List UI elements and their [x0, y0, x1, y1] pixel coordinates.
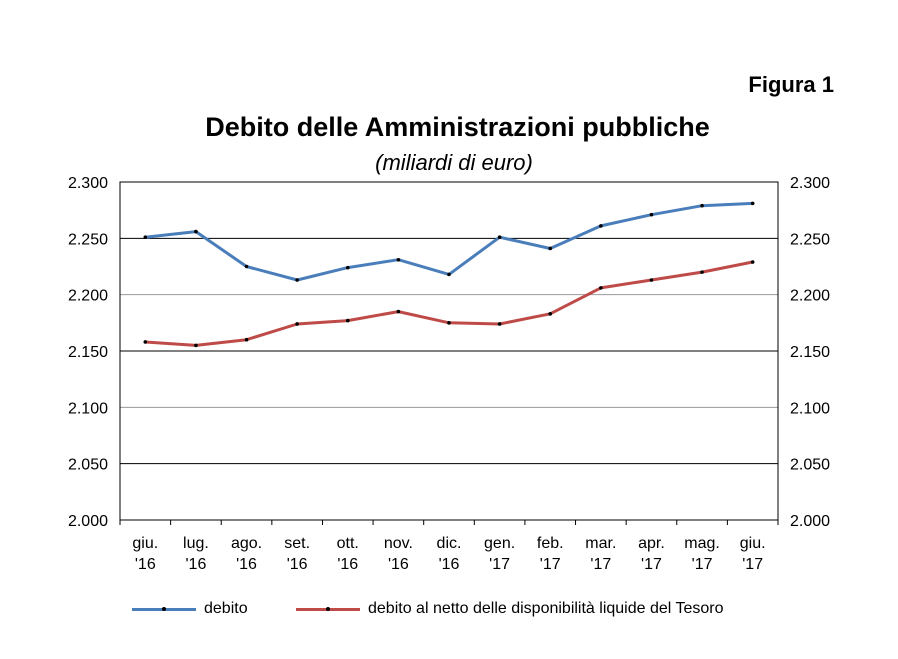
series-0-point-12 — [750, 201, 755, 206]
y-tick-right-2.300: 2.300 — [790, 175, 830, 192]
y-tick-left-2.050: 2.050 — [68, 457, 108, 474]
series-0-point-1 — [194, 229, 198, 234]
legend-marker-debito-netto — [326, 607, 330, 611]
y-tick-left-2.200: 2.200 — [68, 288, 108, 305]
figure-label: Figura 1 — [748, 72, 834, 97]
x-label-year: '16 — [388, 556, 409, 573]
series-0-point-9 — [599, 224, 603, 228]
legend-item-debito: debito — [132, 600, 248, 618]
x-label-6: dic. '16 — [437, 535, 462, 573]
x-label-month: mar. — [585, 535, 616, 552]
series-0-point-6 — [447, 272, 451, 277]
x-label-year: '17 — [489, 556, 510, 573]
series-0-point-5 — [396, 257, 401, 262]
y-tick-left-2.000: 2.000 — [68, 513, 108, 530]
x-label-month: set. — [284, 535, 310, 552]
series-0-point-2 — [244, 264, 249, 269]
series-1-point-3 — [295, 322, 299, 326]
x-label-month: nov. — [384, 535, 413, 552]
x-label-year: '16 — [287, 556, 308, 573]
legend-swatch-debito-netto — [296, 602, 360, 616]
x-label-1: lug. '16 — [183, 535, 209, 573]
x-label-8: feb. '17 — [537, 535, 564, 573]
x-label-year: '17 — [742, 556, 763, 573]
x-label-7: gen. '17 — [484, 535, 515, 573]
x-label-0: giu. '16 — [132, 535, 158, 573]
legend-item-debito-netto: debito al netto delle disponibilità liqu… — [296, 600, 724, 618]
x-label-year: '16 — [185, 556, 206, 573]
x-label-10: apr. '17 — [638, 535, 665, 573]
series-0-point-4 — [345, 265, 350, 270]
y-tick-right-2.150: 2.150 — [790, 344, 830, 361]
chart-subtitle: (miliardi di euro) — [375, 150, 533, 175]
series-1-point-8 — [548, 312, 553, 316]
x-label-year: '17 — [692, 556, 713, 573]
series-0-point-0 — [143, 235, 148, 240]
x-label-3: set. '16 — [284, 535, 310, 573]
series-0-point-3 — [295, 278, 299, 282]
x-label-year: '17 — [540, 556, 561, 573]
x-label-year: '16 — [337, 556, 358, 573]
x-label-year: '16 — [439, 556, 460, 573]
x-label-9: mar. '17 — [585, 535, 616, 573]
y-tick-left-2.250: 2.250 — [68, 231, 108, 248]
x-label-year: '16 — [135, 556, 156, 573]
series-1-point-12 — [750, 260, 755, 264]
x-label-month: lug. — [183, 535, 209, 552]
x-label-12: giu. '17 — [740, 535, 766, 573]
series-1-point-6 — [447, 321, 451, 325]
y-tick-left-2.300: 2.300 — [68, 175, 108, 192]
x-label-month: gen. — [484, 535, 515, 552]
x-label-month: giu. — [132, 535, 158, 552]
legend-label-debito: debito — [204, 600, 248, 617]
x-label-month: ago. — [231, 535, 262, 552]
y-tick-left-2.150: 2.150 — [68, 344, 108, 361]
y-tick-right-2.000: 2.000 — [790, 513, 830, 530]
series-0-point-10 — [649, 212, 654, 217]
y-tick-right-2.250: 2.250 — [790, 231, 830, 248]
x-label-4: ott. '16 — [337, 535, 359, 573]
y-tick-left-2.100: 2.100 — [68, 400, 108, 417]
x-label-month: ott. — [337, 535, 359, 552]
series-1-point-11 — [700, 270, 704, 274]
series-1-point-7 — [497, 322, 502, 326]
series-1-point-1 — [194, 343, 198, 348]
x-label-2: ago. '16 — [231, 535, 262, 573]
series-1-point-9 — [599, 286, 603, 290]
legend-marker-debito — [162, 607, 166, 611]
y-tick-right-2.200: 2.200 — [790, 288, 830, 305]
x-label-month: apr. — [638, 535, 665, 552]
series-0-point-11 — [700, 203, 704, 208]
x-label-month: mag. — [684, 535, 720, 552]
x-label-year: '17 — [641, 556, 662, 573]
x-label-5: nov. '16 — [384, 535, 413, 573]
x-label-month: dic. — [437, 535, 462, 552]
y-tick-right-2.100: 2.100 — [790, 400, 830, 417]
legend-swatch-debito — [132, 602, 196, 616]
x-label-year: '16 — [236, 556, 257, 573]
series-1-point-2 — [244, 337, 249, 342]
gridlines — [120, 237, 778, 465]
chart-title: Debito delle Amministrazioni pubbliche — [205, 112, 710, 142]
series-1-point-5 — [396, 309, 401, 314]
legend-label-debito-netto: debito al netto delle disponibilità liqu… — [368, 600, 724, 617]
series-0-point-8 — [548, 246, 553, 251]
series-1-point-10 — [649, 278, 654, 282]
series-0-point-7 — [497, 235, 502, 240]
x-label-11: mag. '17 — [684, 535, 720, 573]
tick-labels: 2.000 2.000 2.050 2.050 2.100 2.100 2.150 2.150… — [68, 175, 830, 573]
series-line-0 — [145, 201, 753, 282]
x-label-year: '17 — [590, 556, 611, 573]
series-1-point-0 — [143, 340, 148, 344]
axes — [119, 181, 779, 525]
x-label-month: feb. — [537, 535, 564, 552]
x-label-month: giu. — [740, 535, 766, 552]
y-tick-right-2.050: 2.050 — [790, 457, 830, 474]
series — [143, 201, 755, 348]
series-1-point-4 — [345, 318, 350, 323]
plot-frame — [119, 181, 779, 521]
legend: debito debito al netto delle disponibili… — [0, 600, 898, 624]
